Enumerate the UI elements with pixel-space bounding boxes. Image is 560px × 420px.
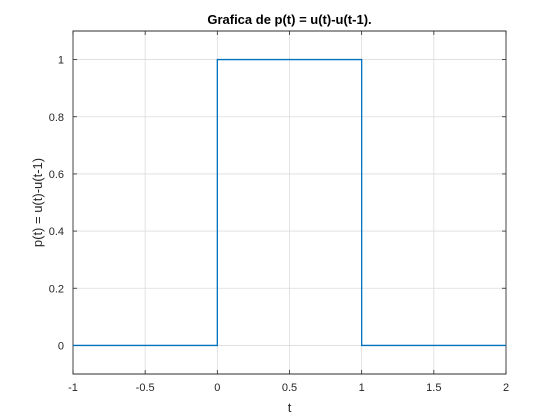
y-tick-label: 0 bbox=[58, 340, 64, 352]
y-tick-label: 0.2 bbox=[49, 283, 64, 295]
y-tick-label: 0.8 bbox=[49, 112, 64, 124]
x-tick-label: 0 bbox=[214, 382, 220, 394]
x-tick-label: -0.5 bbox=[136, 382, 155, 394]
x-tick-label: 1.5 bbox=[426, 382, 441, 394]
x-tick-label: 0.5 bbox=[282, 382, 297, 394]
x-tick-label: 1 bbox=[359, 382, 365, 394]
x-tick-label: 2 bbox=[503, 382, 509, 394]
y-axis-ticks: 0 0.2 0.4 0.6 0.8 1 bbox=[49, 55, 506, 352]
x-tick-label: -1 bbox=[68, 382, 78, 394]
x-axis-ticks: -1 -0.5 0 0.5 1 1.5 2 bbox=[68, 31, 509, 394]
x-axis-label: t bbox=[288, 400, 292, 415]
series-layer bbox=[73, 58, 506, 347]
grid-horizontal-lines bbox=[73, 59, 506, 346]
y-axis-label: p(t) = u(t)-u(t-1) bbox=[30, 158, 45, 247]
chart-title: Grafica de p(t) = u(t)-u(t-1). bbox=[207, 12, 371, 27]
y-tick-label: 0.4 bbox=[49, 226, 64, 238]
y-tick-label: 0.6 bbox=[49, 169, 64, 181]
series-line bbox=[73, 58, 506, 347]
y-tick-label: 1 bbox=[58, 55, 64, 67]
